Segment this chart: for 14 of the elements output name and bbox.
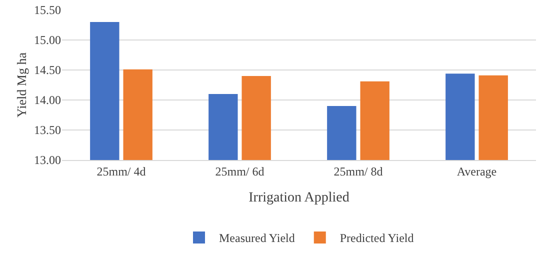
legend-label: Measured Yield (219, 231, 295, 246)
x-axis-title: Irrigation Applied (248, 190, 350, 206)
y-tick-label: 14.50 (34, 63, 61, 78)
y-tick-label: 13.00 (34, 153, 61, 168)
y-tick-label: 15.00 (34, 33, 61, 48)
y-tick-label: 13.50 (34, 123, 61, 138)
y-tick-label: 14.00 (34, 93, 61, 108)
x-tick-label: 25mm/ 4d (96, 164, 146, 178)
y-tick-label: 15.50 (34, 3, 61, 18)
x-tick-label: 25mm/ 6d (215, 164, 264, 178)
legend-label: Predicted Yield (340, 231, 414, 246)
x-tick-label: Average (456, 164, 497, 178)
x-tick-label: 25mm/ 8d (334, 164, 383, 178)
y-axis-title: Yield Mg ha (14, 52, 29, 118)
